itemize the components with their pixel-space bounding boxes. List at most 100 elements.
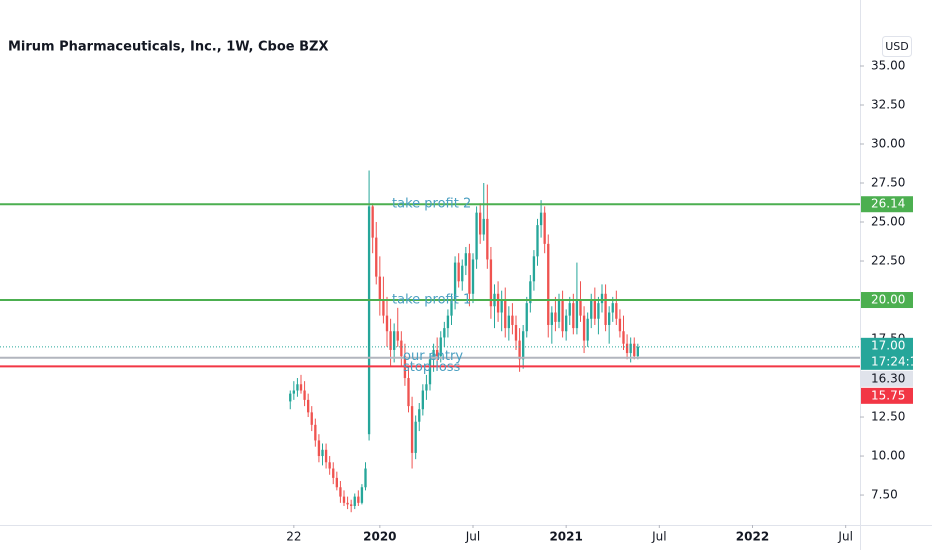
candle-body: [396, 331, 399, 341]
candle-body: [597, 303, 600, 319]
candle-body: [360, 487, 364, 503]
candle-body: [303, 390, 306, 400]
price-label: 17:24:19: [871, 354, 925, 368]
candle-body: [335, 477, 338, 488]
candle-body: [400, 340, 403, 357]
candle-body: [425, 384, 428, 391]
candle-body: [317, 440, 321, 457]
candle-body: [547, 243, 550, 325]
candle-body: [504, 300, 507, 329]
candle-body: [532, 256, 536, 282]
candle-body: [615, 303, 618, 319]
level-name: stop loss: [403, 360, 461, 375]
candle-body: [432, 349, 435, 360]
candle-body: [468, 253, 471, 294]
currency-button[interactable]: [882, 36, 912, 57]
candle-body: [482, 218, 485, 235]
candle-body: [618, 318, 622, 332]
candle-body: [518, 340, 521, 360]
candle-body: [389, 331, 392, 350]
candle-body: [543, 212, 546, 244]
x-tick-label: Jul: [651, 530, 666, 544]
price-label: 16.30: [871, 371, 905, 385]
y-tick-label: 27.50: [871, 176, 905, 190]
candle-body: [367, 206, 371, 435]
y-tick-label: 10.00: [871, 449, 905, 463]
candle-body: [579, 300, 582, 316]
candle-body: [292, 390, 295, 394]
candle-body: [636, 346, 639, 357]
price-label-box: [861, 387, 913, 404]
candle-body: [611, 303, 614, 313]
candle-body: [339, 487, 342, 497]
x-tick-label: Jul: [465, 530, 480, 544]
candle-body: [608, 312, 611, 325]
y-tick-label: 12.50: [871, 410, 905, 424]
candle-body: [554, 312, 557, 322]
candle-body: [443, 328, 446, 338]
x-tick-label: 22: [286, 530, 301, 544]
price-label-box: [861, 370, 913, 387]
candle-body: [629, 343, 632, 354]
candle-body: [328, 462, 331, 469]
currency-label: USD: [885, 40, 909, 53]
y-tick-label: 25.00: [871, 215, 905, 229]
candle-body: [550, 312, 553, 325]
y-tick-label: 22.50: [871, 254, 905, 268]
candle-body: [453, 262, 457, 301]
candle-body: [457, 262, 460, 282]
candle-body: [353, 496, 356, 506]
candle-body: [557, 300, 561, 322]
x-tick-label: 2021: [549, 530, 582, 544]
candle-body: [522, 331, 525, 360]
y-tick-label: 35.00: [871, 58, 905, 72]
candle-body: [414, 421, 417, 453]
candle-body: [475, 212, 478, 260]
x-tick-label: Jul: [837, 530, 852, 544]
candle-body: [536, 225, 539, 257]
candle-body: [357, 496, 360, 503]
candle-body: [418, 409, 421, 422]
y-tick-label: 32.50: [871, 98, 905, 112]
candle-body: [321, 449, 324, 457]
candle-body: [342, 496, 346, 503]
candle-body: [436, 349, 439, 357]
candle-body: [529, 281, 532, 304]
candle-body: [382, 300, 385, 316]
candle-body: [593, 300, 596, 319]
price-label: 17.00: [871, 338, 905, 352]
candle-body: [507, 315, 510, 329]
price-label-box: [861, 337, 913, 370]
candle-body: [489, 259, 493, 307]
candle-body: [565, 315, 568, 332]
x-tick-label: 2020: [363, 530, 396, 544]
price-label-box: [861, 196, 913, 213]
candle-body: [324, 449, 328, 463]
candle-body: [479, 212, 482, 235]
candle-body: [511, 315, 514, 325]
candle-body: [561, 300, 564, 332]
candle-body: [625, 343, 629, 354]
candle-body: [332, 468, 335, 478]
candle-body: [600, 293, 604, 304]
candle-body: [471, 259, 475, 294]
candle-body: [289, 393, 292, 402]
candle-body: [410, 406, 414, 453]
candle-body: [407, 378, 410, 407]
candle-body: [464, 253, 467, 266]
candle-body: [572, 303, 575, 329]
candle-body: [310, 412, 313, 425]
candle-body: [364, 468, 367, 488]
candle-body: [604, 293, 607, 325]
candle-body: [375, 237, 378, 277]
candle-body: [586, 318, 589, 341]
candle-body: [450, 300, 453, 316]
candle-body: [582, 315, 586, 341]
candle-body: [393, 331, 396, 350]
y-tick-label: 30.00: [871, 137, 905, 151]
price-label: 15.75: [871, 388, 905, 402]
candle-body: [514, 324, 518, 341]
candle-body: [568, 303, 571, 316]
candle-body: [428, 359, 432, 385]
